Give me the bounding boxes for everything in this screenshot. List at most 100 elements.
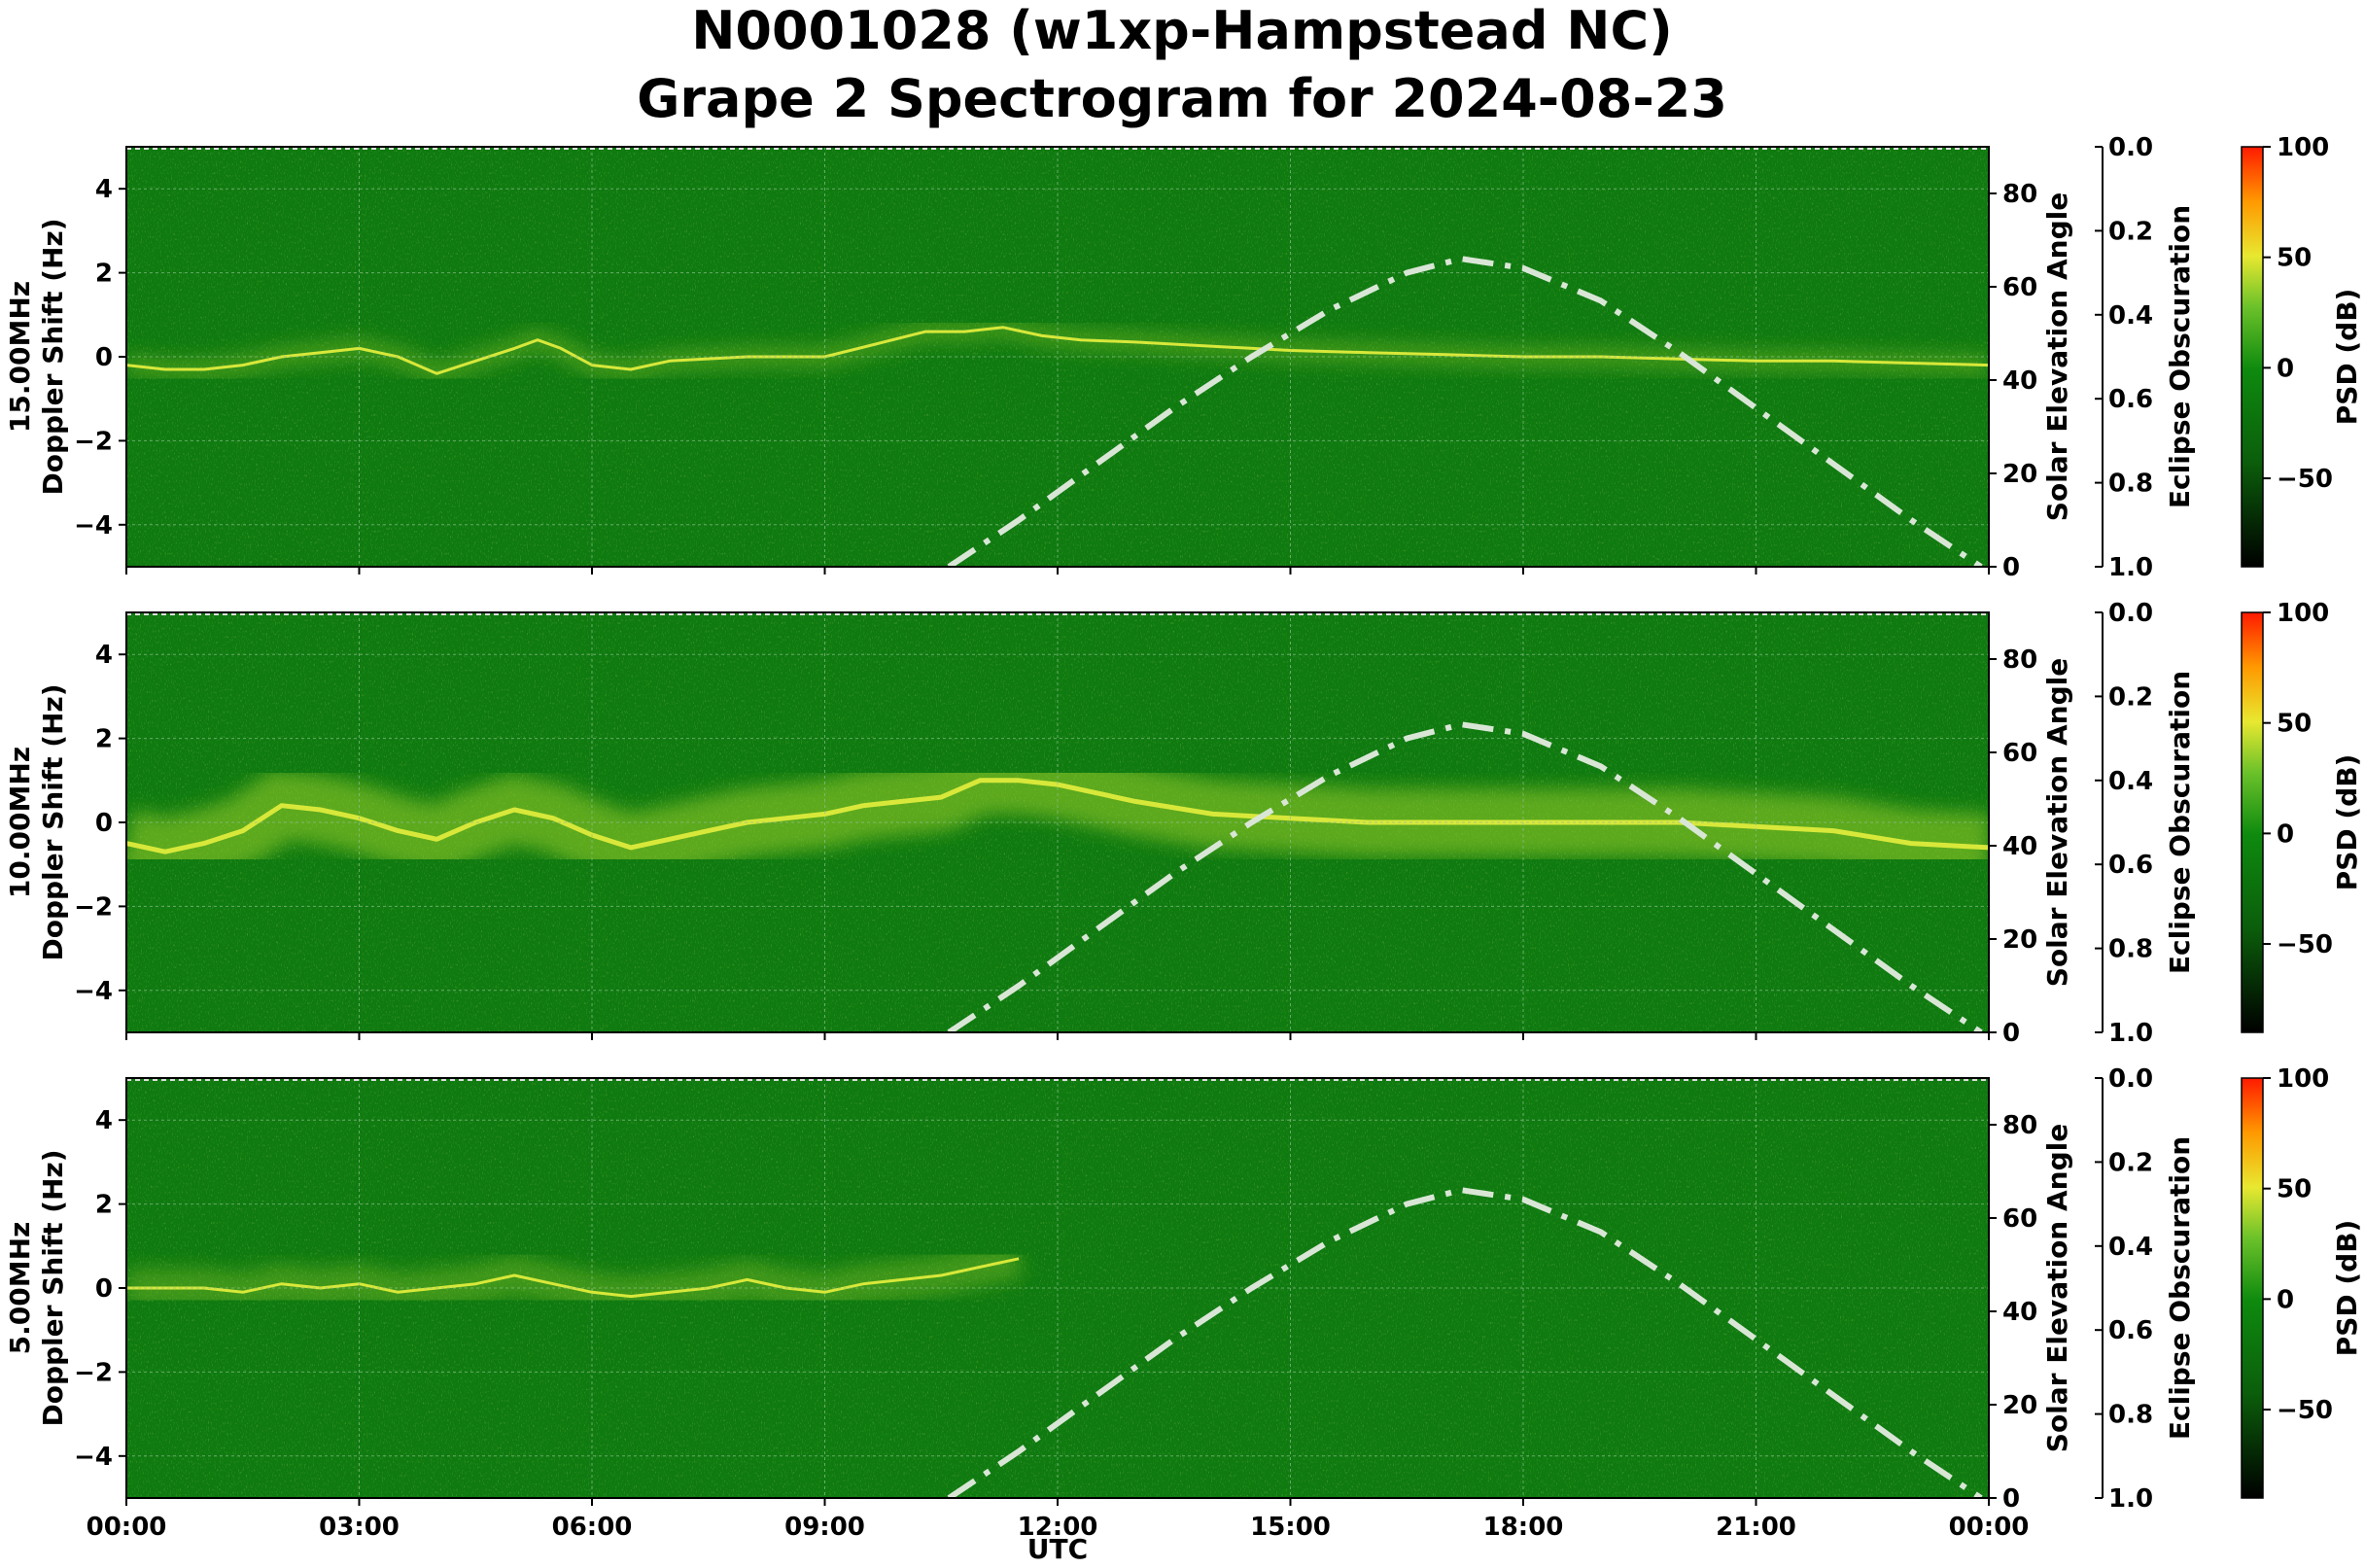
colorbar-tick-label: 0 <box>2277 819 2294 849</box>
colorbar-label: PSD (dB) <box>2331 754 2363 891</box>
elevation-axis-label: Solar Elevation Angle <box>2041 658 2073 987</box>
y-axis-label-doppler: Doppler Shift (Hz) <box>37 1149 69 1426</box>
colorbar-tick-label: −50 <box>2277 465 2333 494</box>
solar-elevation-curve <box>947 721 1983 1032</box>
elevation-tick-label: 60 <box>2002 739 2037 768</box>
eclipse-tick-label: 0.2 <box>2108 217 2153 246</box>
y-tick-label: −4 <box>74 1443 113 1472</box>
y-tick-label: 2 <box>95 1191 113 1220</box>
colorbar-tick-label: −50 <box>2277 1396 2333 1425</box>
eclipse-axis-label: Eclipse Obscuration <box>2164 205 2196 508</box>
elevation-tick-label: 40 <box>2002 1298 2037 1327</box>
colorbar <box>2241 1077 2264 1499</box>
eclipse-tick-label: 1.0 <box>2108 553 2153 582</box>
y-tick-label: 2 <box>95 725 113 754</box>
colorbar <box>2241 146 2264 568</box>
eclipse-tick-label: 0.0 <box>2108 133 2153 162</box>
figure-title-line1: N0001028 (w1xp-Hampstead NC) <box>691 0 1673 61</box>
eclipse-tick-label: 0.2 <box>2108 682 2153 712</box>
x-tick-label: 12:00 <box>1018 1513 1098 1542</box>
x-tick-label: 00:00 <box>1949 1513 2030 1542</box>
elevation-axis-label: Solar Elevation Angle <box>2041 192 2073 521</box>
colorbar-tick-label: 100 <box>2277 599 2329 628</box>
panel-10.00MHz: −4 −2 0 2 4 10.00MHz Doppler Shift (Hz) 0 20 40 60… <box>4 599 2363 1048</box>
panel-15.00MHz: −4 −2 0 2 4 15.00MHz Doppler Shift (Hz) 0 20 40 60… <box>4 133 2363 582</box>
elevation-tick-label: 80 <box>2002 1111 2037 1140</box>
x-tick-label: 21:00 <box>1716 1513 1796 1542</box>
eclipse-tick-label: 1.0 <box>2108 1019 2153 1048</box>
eclipse-tick-label: 0.2 <box>2108 1148 2153 1177</box>
eclipse-axis-label: Eclipse Obscuration <box>2164 671 2196 974</box>
y-tick-label: −2 <box>74 427 113 456</box>
eclipse-tick-label: 0.6 <box>2108 385 2153 414</box>
elevation-tick-label: 80 <box>2002 180 2037 209</box>
eclipse-tick-label: 0.4 <box>2108 1233 2153 1262</box>
eclipse-tick-label: 0.6 <box>2108 1316 2153 1345</box>
eclipse-tick-label: 0.0 <box>2108 1064 2153 1094</box>
y-tick-label: 0 <box>95 343 113 372</box>
y-axis-label-doppler: Doppler Shift (Hz) <box>37 683 69 960</box>
y-axis-label-frequency: 5.00MHz <box>4 1222 36 1355</box>
panel-5.00MHz: −4 −2 0 2 4 5.00MHz Doppler Shift (Hz) 0 20 40 60 8… <box>4 1064 2363 1542</box>
doppler-trace <box>126 778 1989 854</box>
eclipse-tick-label: 0.8 <box>2108 935 2153 964</box>
elevation-tick-label: 0 <box>2002 1019 2020 1048</box>
x-tick-label: 03:00 <box>319 1513 400 1542</box>
elevation-axis-label: Solar Elevation Angle <box>2041 1124 2073 1452</box>
solar-elevation-curve <box>947 256 1983 567</box>
eclipse-tick-label: 0.0 <box>2108 599 2153 628</box>
eclipse-tick-label: 0.8 <box>2108 1401 2153 1430</box>
colorbar-tick-label: 0 <box>2277 354 2294 383</box>
elevation-tick-label: 20 <box>2002 1391 2037 1420</box>
x-tick-label: 15:00 <box>1250 1513 1331 1542</box>
y-axis-label-frequency: 15.00MHz <box>4 281 36 433</box>
x-tick-label: 00:00 <box>87 1513 167 1542</box>
colorbar <box>2241 611 2264 1033</box>
eclipse-axis-label: Eclipse Obscuration <box>2164 1136 2196 1440</box>
eclipse-tick-label: 1.0 <box>2108 1484 2153 1514</box>
y-tick-label: 4 <box>95 1106 113 1135</box>
elevation-tick-label: 40 <box>2002 366 2037 396</box>
elevation-tick-label: 20 <box>2002 460 2037 489</box>
solar-elevation-curve <box>947 1187 1983 1498</box>
y-axis-label-doppler: Doppler Shift (Hz) <box>37 218 69 495</box>
eclipse-tick-label: 0.8 <box>2108 470 2153 499</box>
x-tick-label: 18:00 <box>1483 1513 1564 1542</box>
elevation-tick-label: 80 <box>2002 645 2037 675</box>
elevation-tick-label: 20 <box>2002 925 2037 955</box>
y-tick-label: −2 <box>74 892 113 922</box>
colorbar-tick-label: 100 <box>2277 133 2329 162</box>
colorbar-label: PSD (dB) <box>2331 1220 2363 1357</box>
elevation-tick-label: 60 <box>2002 273 2037 302</box>
elevation-tick-label: 60 <box>2002 1204 2037 1234</box>
eclipse-tick-label: 0.4 <box>2108 767 2153 796</box>
y-tick-label: 4 <box>95 641 113 670</box>
elevation-tick-label: 40 <box>2002 832 2037 861</box>
y-axis-label-frequency: 10.00MHz <box>4 747 36 898</box>
y-tick-label: −2 <box>74 1358 113 1387</box>
x-tick-label: 06:00 <box>552 1513 633 1542</box>
colorbar-tick-label: −50 <box>2277 930 2333 959</box>
colorbar-tick-label: 50 <box>2277 1175 2312 1204</box>
figure-title-line2: Grape 2 Spectrogram for 2024-08-23 <box>637 68 1727 129</box>
colorbar-tick-label: 50 <box>2277 244 2312 273</box>
y-tick-label: 2 <box>95 260 113 289</box>
x-tick-label: 09:00 <box>784 1513 865 1542</box>
y-tick-label: 4 <box>95 175 113 204</box>
colorbar-tick-label: 0 <box>2277 1285 2294 1314</box>
elevation-tick-label: 0 <box>2002 1484 2020 1514</box>
y-tick-label: 0 <box>95 1274 113 1304</box>
elevation-tick-label: 0 <box>2002 553 2020 582</box>
colorbar-tick-label: 100 <box>2277 1064 2329 1094</box>
doppler-trace <box>126 1257 1020 1299</box>
x-axis-label: UTC <box>1027 1533 1088 1565</box>
eclipse-tick-label: 0.6 <box>2108 851 2153 880</box>
y-tick-label: −4 <box>74 977 113 1006</box>
y-tick-label: −4 <box>74 511 113 540</box>
eclipse-tick-label: 0.4 <box>2108 301 2153 331</box>
colorbar-label: PSD (dB) <box>2331 289 2363 426</box>
colorbar-tick-label: 50 <box>2277 710 2312 739</box>
y-tick-label: 0 <box>95 809 113 838</box>
